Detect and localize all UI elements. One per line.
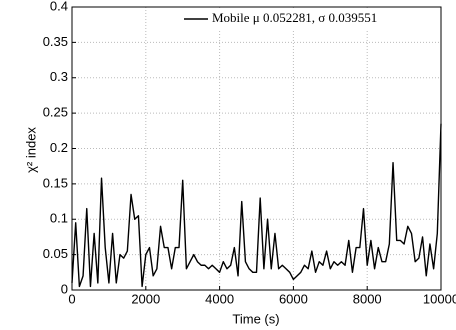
y-tick-label: 0.35 [43,34,68,49]
plot-frame [71,6,442,291]
y-axis-label: χ² index [23,127,38,173]
x-tick-label: 8000 [353,291,382,306]
legend-label: Mobile μ 0.052281, σ 0.039551 [212,10,377,25]
y-tick-label: 0.25 [43,105,68,120]
y-tick-label: 0.1 [50,211,68,226]
y-tick-label: 0.05 [43,246,68,261]
x-tick-label: 2000 [131,291,160,306]
x-tick-label: 0 [68,291,75,306]
y-tick-label: 0.15 [43,175,68,190]
y-tick-label: 0.2 [50,140,68,155]
x-tick-label: 4000 [205,291,234,306]
x-tick-label: 6000 [279,291,308,306]
y-tick-label: 0.3 [50,69,68,84]
y-tick-label: 0.4 [50,0,68,13]
y-tick-label: 0 [61,281,68,296]
data-line [71,123,442,288]
x-axis-label: Time (s) [232,311,279,326]
legend-box [178,8,440,30]
x-tick-label: 10000 [423,291,456,306]
